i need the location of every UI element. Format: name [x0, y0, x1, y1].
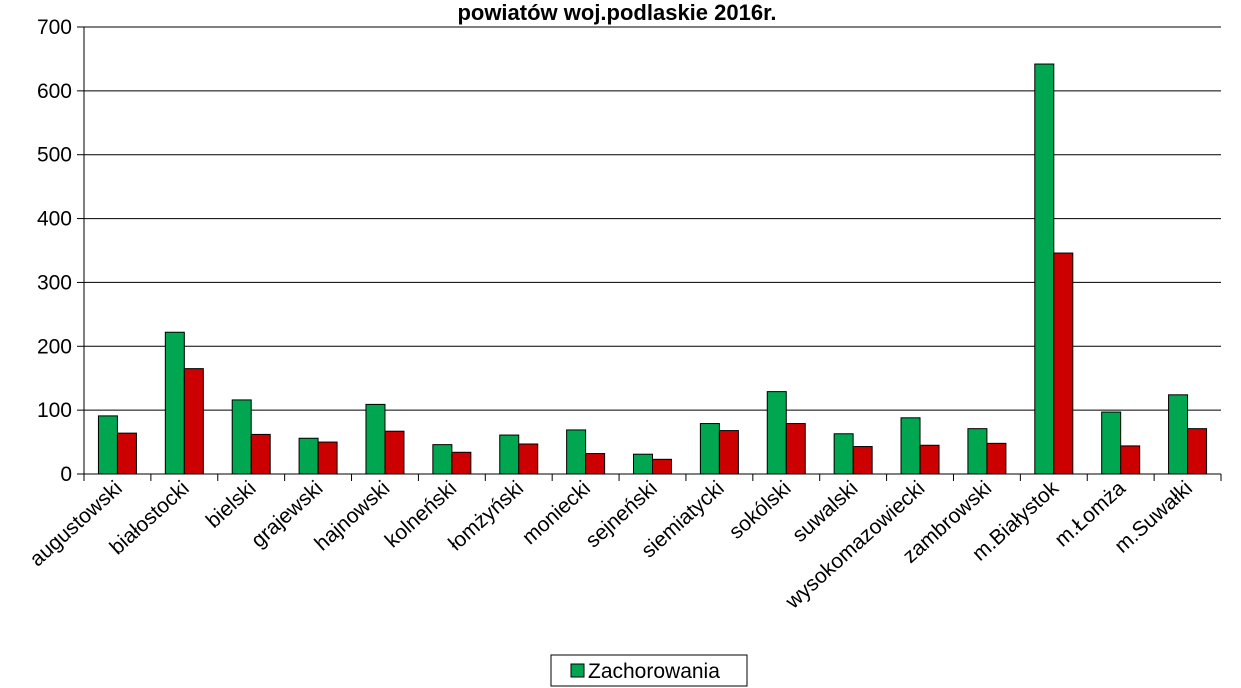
x-category-label: hajnowski — [310, 477, 394, 556]
bar-series-2 — [652, 458, 672, 475]
bar-zachorowania — [499, 434, 520, 475]
bar-series-2 — [183, 368, 204, 475]
bar-series-2 — [986, 442, 1007, 475]
legend: Zachorowania — [550, 654, 748, 687]
bar-series-2 — [852, 446, 873, 475]
x-category-label: sokólski — [725, 477, 796, 544]
bar-series-2 — [250, 433, 271, 475]
bar-zachorowania — [566, 429, 587, 475]
bar-zachorowania — [833, 433, 854, 475]
bar-series-2 — [116, 432, 137, 475]
bar-zachorowania — [633, 453, 653, 475]
bar-zachorowania — [231, 399, 252, 475]
axes — [77, 26, 1222, 481]
bar-series-2 — [1187, 428, 1208, 475]
x-category-label: bielski — [202, 477, 261, 533]
x-category-label: augustowski — [26, 477, 127, 571]
y-tick-label: 0 — [60, 463, 72, 486]
y-tick-label: 600 — [37, 80, 72, 103]
bar-zachorowania — [766, 391, 787, 475]
bar-zachorowania — [1101, 411, 1122, 475]
bar-zachorowania — [365, 403, 386, 475]
bar-series-2 — [585, 453, 606, 475]
bar-series-2 — [919, 444, 940, 475]
bar-zachorowania — [1034, 63, 1055, 475]
bar-zachorowania — [164, 331, 185, 475]
y-tick-label: 500 — [37, 144, 72, 167]
y-tick-label: 700 — [37, 16, 72, 39]
grid-lines — [84, 26, 1221, 411]
bar-series-2 — [451, 451, 472, 475]
y-tick-label: 400 — [37, 208, 72, 231]
bar-zachorowania — [900, 417, 921, 475]
bar-series-2 — [317, 441, 338, 475]
chart-title: powiatów woj.podlaskie 2016r. — [457, 0, 776, 25]
bar-zachorowania — [298, 437, 319, 475]
bar-series-2 — [718, 430, 739, 475]
x-category-label: łomżyński — [444, 477, 528, 556]
bar-series-2 — [1120, 445, 1141, 475]
bars — [97, 63, 1208, 475]
bar-series-2 — [1053, 252, 1074, 475]
bar-series-2 — [384, 430, 405, 475]
legend-swatch — [570, 663, 585, 678]
bar-zachorowania — [432, 444, 453, 475]
y-tick-label: 100 — [37, 399, 72, 422]
bar-series-2 — [518, 443, 539, 475]
y-tick-labels: 0 100 200 300 400 500 600 700 — [37, 16, 72, 486]
y-tick-label: 200 — [37, 335, 72, 358]
bar-zachorowania — [97, 415, 118, 475]
bar-zachorowania — [967, 428, 988, 475]
bar-zachorowania — [1168, 394, 1189, 475]
y-tick-label: 300 — [37, 271, 72, 294]
bar-series-2 — [785, 423, 806, 475]
bar-zachorowania — [699, 423, 720, 475]
legend-label: Zachorowania — [588, 660, 720, 683]
